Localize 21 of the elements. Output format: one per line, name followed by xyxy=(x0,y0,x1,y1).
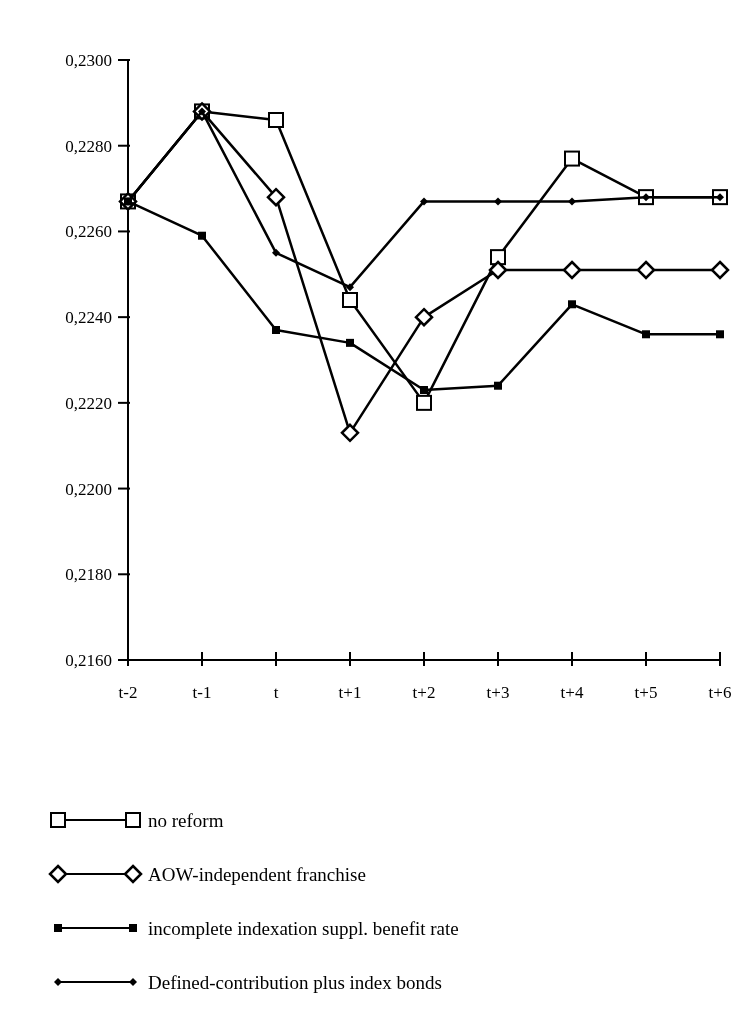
legend-label: Defined-contribution plus index bonds xyxy=(148,971,442,993)
y-tick-label: 0,2220 xyxy=(65,393,112,413)
x-tick-label: t+3 xyxy=(486,683,510,702)
y-tick-label: 0,2260 xyxy=(65,222,112,242)
x-tick-label: t+2 xyxy=(412,683,436,702)
y-tick-label: 0,2160 xyxy=(65,650,112,670)
y-tick-label: 0,2280 xyxy=(65,136,112,156)
x-tick-label: t+1 xyxy=(338,683,362,702)
x-tick-label: t-1 xyxy=(192,683,212,702)
y-tick-label: 0,2240 xyxy=(65,308,112,328)
x-tick-label: t+5 xyxy=(634,683,658,702)
y-tick-label: 0,2300 xyxy=(65,50,112,70)
legend-label: AOW-independent franchise xyxy=(148,863,366,885)
x-tick-label: t-2 xyxy=(118,683,138,702)
x-tick-label: t+4 xyxy=(560,683,584,702)
legend-label: no reform xyxy=(148,809,224,831)
y-tick-label: 0,2200 xyxy=(65,479,112,499)
legend-label: incomplete indexation suppl. benefit rate xyxy=(148,917,459,939)
y-tick-label: 0,2180 xyxy=(65,565,112,585)
x-tick-label: t+6 xyxy=(708,683,732,702)
x-tick-label: t xyxy=(273,683,279,702)
